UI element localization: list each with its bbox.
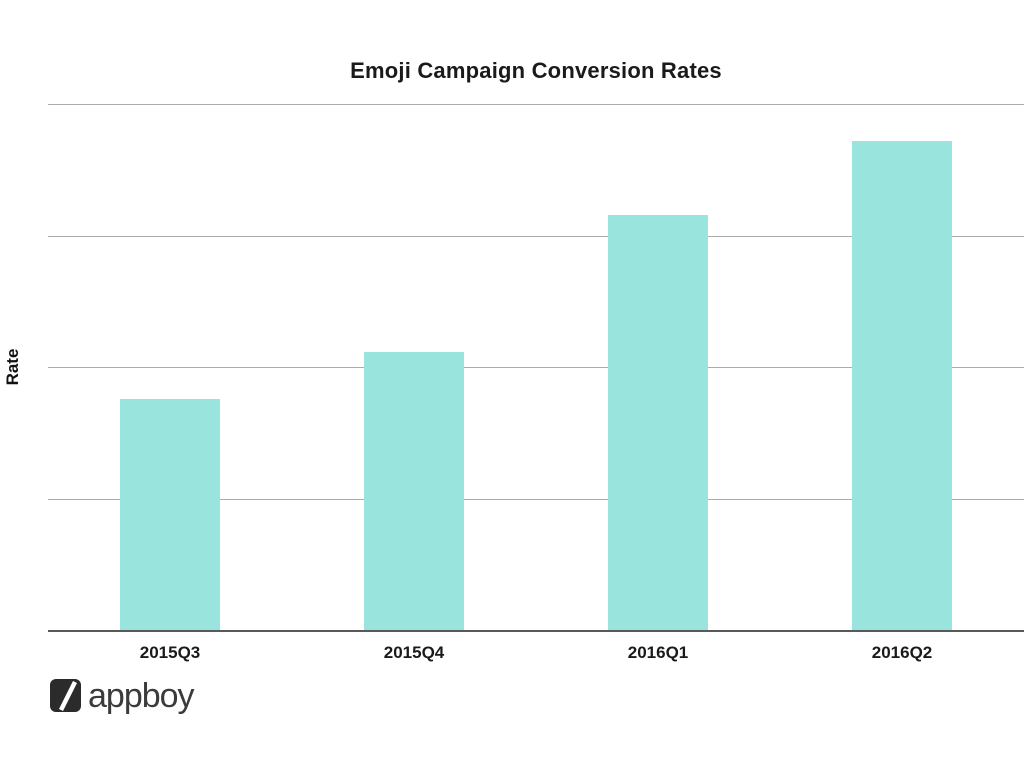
appboy-logo: appboy — [50, 677, 195, 717]
appboy-slash-icon — [50, 679, 81, 717]
bar-series — [48, 104, 1024, 631]
x-tick-label-2015Q3: 2015Q3 — [139, 643, 201, 662]
x-tick-label-2016Q2: 2016Q2 — [871, 643, 933, 662]
x-tick-labels: 2015Q3 2015Q4 2016Q1 2016Q2 — [48, 643, 1024, 663]
x-tick-label-2016Q1: 2016Q1 — [627, 643, 689, 662]
gridline — [48, 104, 1024, 105]
plot-area — [48, 104, 1024, 631]
bar-2015Q3 — [120, 399, 220, 631]
chart-title: Emoji Campaign Conversion Rates — [350, 58, 722, 83]
bar-2015Q4 — [364, 351, 464, 631]
bar-slot-2015Q4 — [292, 104, 536, 631]
gridline — [48, 236, 1024, 237]
gridline — [48, 499, 1024, 500]
bar-slot-2015Q3 — [48, 104, 292, 631]
bar-2016Q1 — [608, 214, 708, 631]
bar-2016Q2 — [852, 140, 952, 631]
bar-slot-2016Q2 — [780, 104, 1024, 631]
x-tick-label-2015Q4: 2015Q4 — [383, 643, 445, 662]
y-axis-label: Rate — [3, 348, 22, 386]
bar-slot-2016Q1 — [536, 104, 780, 631]
gridline — [48, 367, 1024, 368]
x-axis-line — [48, 630, 1024, 632]
appboy-logo-text: appboy — [88, 677, 195, 715]
